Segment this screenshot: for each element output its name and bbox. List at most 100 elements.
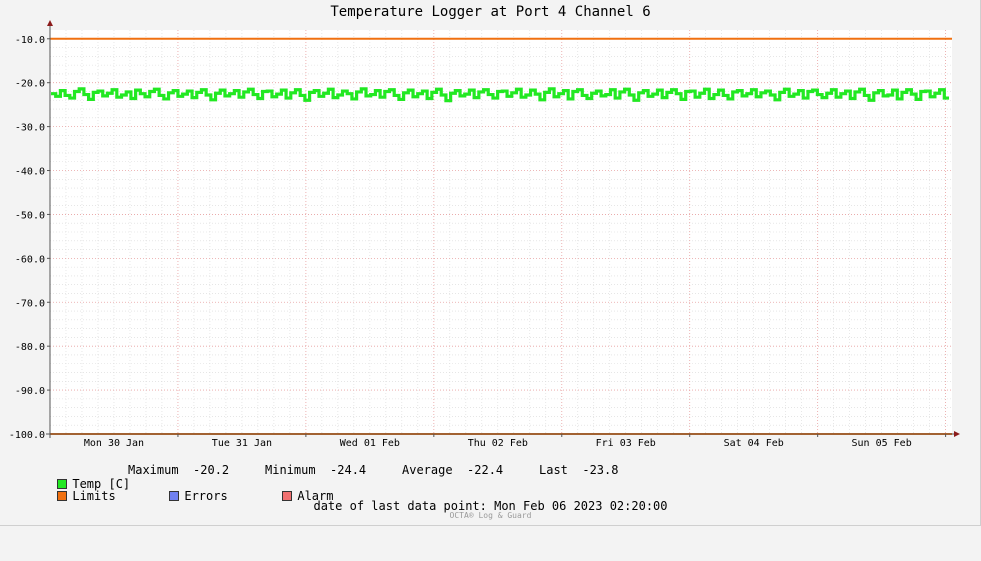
legend-stats-row: Temp [C] Maximum -20.2 Minimum -24.4 Ave… <box>14 463 618 561</box>
x-tick-label: Wed 01 Feb <box>340 438 400 449</box>
legend-label-errors: Errors <box>184 489 228 503</box>
stat-average-value: -22.4 <box>467 463 504 477</box>
legend-label-alarm: Alarm <box>297 489 334 503</box>
temp-data-point <box>146 96 148 98</box>
temp-data-point <box>236 90 238 92</box>
temp-data-point <box>414 96 416 98</box>
temp-data-point <box>174 90 177 92</box>
temp-data-point <box>913 93 915 95</box>
temp-data-point <box>856 91 858 93</box>
temp-data-point <box>419 93 421 95</box>
temp-data-point <box>762 92 764 94</box>
stat-last-label: Last <box>539 463 568 477</box>
temp-data-point <box>471 89 473 91</box>
temp-data-point <box>946 97 948 99</box>
temp-data-point <box>203 89 205 91</box>
temp-data-point <box>687 90 689 93</box>
temp-data-point <box>395 94 398 97</box>
temp-data-point <box>400 98 402 100</box>
y-tick-label: -10.0 <box>15 35 45 46</box>
temp-data-point <box>198 91 200 93</box>
temp-data-point <box>339 94 341 96</box>
temp-data-point <box>922 90 924 93</box>
temp-data-point <box>551 88 553 90</box>
temp-data-point <box>795 93 797 95</box>
temp-data-point <box>574 90 576 93</box>
temp-data-point <box>461 95 463 97</box>
temp-data-point <box>532 89 534 91</box>
temp-data-point <box>424 90 426 92</box>
temp-data-point <box>151 90 153 93</box>
temp-data-point <box>311 91 313 93</box>
y-tick-label: -100.0 <box>9 430 45 441</box>
temp-data-point <box>428 97 431 100</box>
temp-data-point <box>184 93 186 95</box>
temp-data-point <box>631 94 633 96</box>
temp-data-point <box>527 94 529 96</box>
temp-data-point <box>555 96 558 98</box>
temp-data-point <box>240 96 243 98</box>
temp-data-point <box>870 99 873 101</box>
temp-data-point <box>894 89 896 91</box>
temp-data-point <box>62 90 64 92</box>
temp-data-point <box>57 95 59 97</box>
temp-data-point <box>809 90 811 93</box>
temp-data-point <box>518 88 520 90</box>
y-tick-label: -90.0 <box>15 386 45 397</box>
y-tick-label: -80.0 <box>15 342 45 353</box>
temp-data-point <box>123 94 125 96</box>
legend-label-limits: Limits <box>72 489 116 503</box>
stat-last-value: -23.8 <box>582 463 619 477</box>
x-tick-label: Fri 03 Feb <box>596 438 656 449</box>
temp-data-point <box>330 88 332 90</box>
temp-data-point <box>537 93 539 95</box>
temp-data-point <box>189 90 191 92</box>
temp-data-point <box>334 97 337 99</box>
temp-data-point <box>805 97 807 99</box>
temp-data-point <box>113 89 116 91</box>
temp-data-point <box>607 93 609 96</box>
temp-data-point <box>344 90 346 92</box>
temp-data-point <box>931 96 934 98</box>
temp-data-point <box>480 91 482 93</box>
stat-average-label: Average <box>402 463 453 477</box>
temp-data-point <box>490 93 492 96</box>
temp-data-point <box>710 97 713 100</box>
temp-data-point <box>391 89 393 91</box>
temp-data-point <box>706 88 708 90</box>
temp-data-point <box>170 92 172 94</box>
temp-data-point <box>95 91 97 93</box>
temp-data-point <box>499 90 501 93</box>
temp-data-point <box>259 97 261 100</box>
temp-data-point <box>99 90 101 92</box>
temp-data-point <box>598 90 600 92</box>
temp-data-point <box>800 90 802 92</box>
temp-data-point <box>226 95 228 97</box>
temp-data-point <box>522 96 525 98</box>
temp-data-point <box>786 88 788 90</box>
temp-data-point <box>278 93 280 95</box>
temp-data-point <box>941 89 943 91</box>
y-axis-arrow <box>47 20 53 26</box>
temp-data-point <box>52 93 54 95</box>
temp-data-point <box>729 98 731 100</box>
stat-maximum-label: Maximum <box>128 463 179 477</box>
temp-data-point <box>377 90 379 92</box>
temp-data-point <box>772 94 774 96</box>
legend-item-limits: Limits <box>14 475 116 517</box>
temp-data-point <box>118 96 120 98</box>
temp-data-point <box>76 90 78 93</box>
y-tick-label: -50.0 <box>15 210 45 221</box>
temp-data-point <box>616 97 619 99</box>
temp-data-point <box>109 92 111 94</box>
temp-data-point <box>903 91 905 93</box>
x-tick-label: Tue 31 Jan <box>212 438 272 449</box>
temp-data-point <box>569 98 572 100</box>
x-tick-label: Thu 02 Feb <box>468 438 528 449</box>
temp-data-point <box>287 97 290 99</box>
temp-data-point <box>212 99 214 101</box>
temp-data-point <box>757 96 760 98</box>
temp-data-point <box>447 100 449 102</box>
last-data-label: date of last data point: <box>313 499 487 513</box>
chart-plot: -10.0 -20.0 -30.0 -40.0 -50.0 -60.0 -70.0 -80.0… <box>9 20 960 449</box>
